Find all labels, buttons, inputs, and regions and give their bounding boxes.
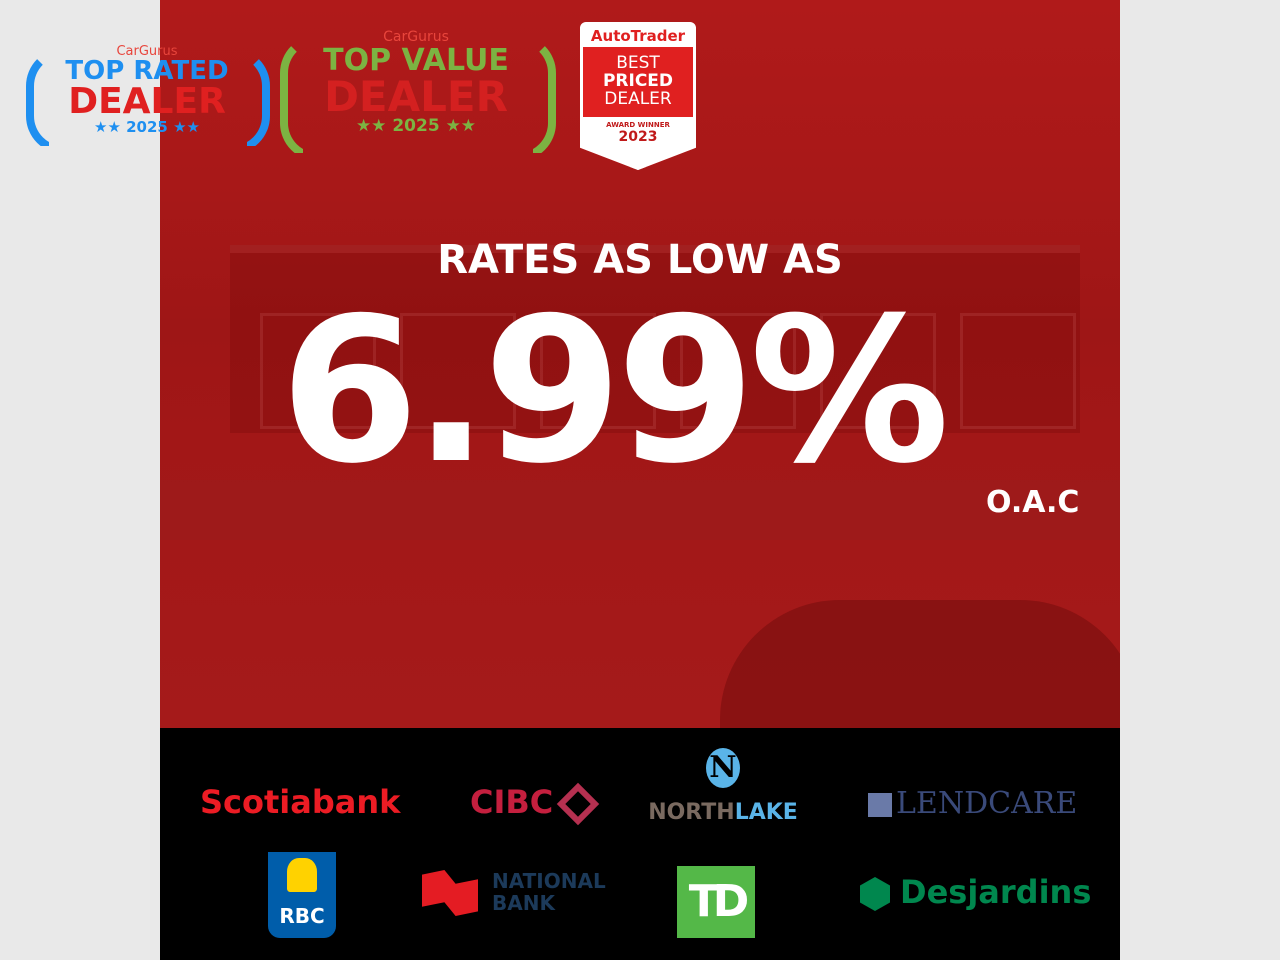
laurel-right-icon [518, 35, 556, 161]
headline: RATES AS LOW AS [437, 237, 843, 283]
desjardins-logo: Desjardins [860, 873, 1091, 911]
rate-note: O.A.C [986, 485, 1080, 520]
cibc-text: CIBC [470, 783, 554, 821]
partner-logos: Scotiabank CIBC N NORTHLAKE LENDCARE RBC… [160, 728, 1120, 960]
td-logo: TD [677, 866, 755, 938]
compass-n-icon: N [706, 748, 740, 788]
rbc-logo: RBC [268, 852, 336, 938]
award-best-priced-dealer: AutoTrader BEST PRICED DEALER AWARD WINN… [580, 22, 696, 170]
dealership-building-photo [230, 245, 1080, 433]
northlake-north: NORTH [648, 800, 735, 825]
desjardins-hexagon-icon [860, 877, 890, 911]
national-bank-flag-icon [422, 870, 478, 916]
laurel-left-icon [26, 48, 64, 154]
scotiabank-logo: Scotiabank [200, 783, 401, 821]
cibc-diamond-icon [557, 782, 600, 826]
cargurus-brand: CarGurus [116, 44, 178, 59]
northlake-logo: N NORTHLAKE [638, 748, 808, 825]
road-photo [160, 480, 1120, 540]
car-photo [720, 600, 1120, 728]
rbc-lion-icon [287, 858, 317, 892]
laurel-left-icon [280, 35, 318, 161]
lendcare-mark-icon [868, 793, 892, 817]
laurel-right-icon [232, 48, 270, 154]
northlake-lake: LAKE [734, 800, 798, 825]
autotrader-brand: AutoTrader [583, 25, 693, 47]
lendcare-logo: LENDCARE [868, 786, 1077, 821]
cibc-logo: CIBC [470, 782, 600, 826]
rate-value: 6.99% [280, 275, 950, 508]
